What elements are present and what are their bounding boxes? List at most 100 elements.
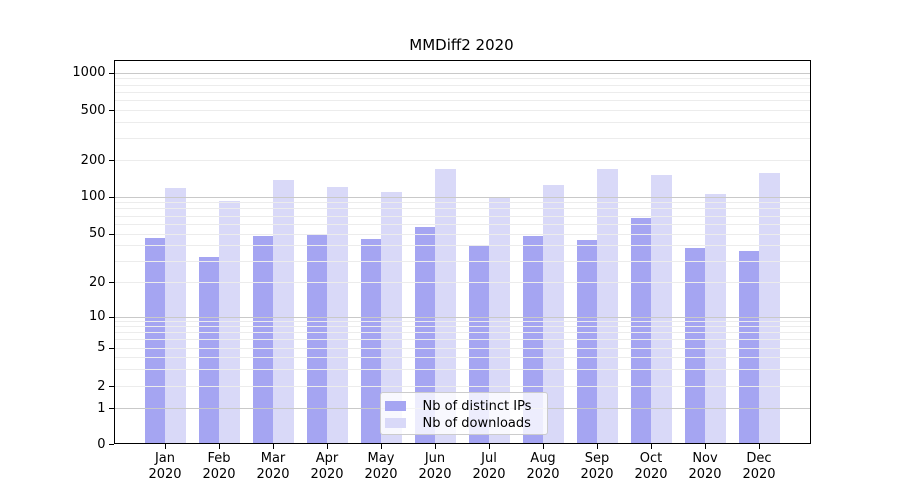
- y-tick-label-1000: 1000: [72, 65, 106, 80]
- x-tick-label-nov: Nov 2020: [688, 451, 722, 482]
- minor-gridline-90: [114, 202, 810, 204]
- minor-gridline-2: [114, 386, 810, 387]
- x-tick-label-jun: Jun 2020: [418, 451, 452, 482]
- bottom-spine: [113, 443, 811, 444]
- x-tick-mark-sep: [597, 444, 598, 449]
- y-tick-label-500: 500: [80, 102, 106, 118]
- top-spine: [113, 60, 811, 61]
- minor-gridline-5: [114, 347, 810, 349]
- bar-oct-downloads: [651, 175, 672, 443]
- bar-apr-distinct-ips: [306, 234, 327, 443]
- legend: Nb of distinct IPs Nb of downloads: [379, 392, 548, 435]
- y-tick-label-10: 10: [88, 309, 106, 324]
- minor-gridline-70: [114, 215, 810, 217]
- x-tick-label-oct: Oct 2020: [634, 451, 668, 482]
- x-tick-label-mar: Mar 2020: [256, 451, 290, 482]
- y-tick-mark-1: [108, 408, 114, 409]
- minor-gridline-50: [114, 233, 810, 235]
- bar-jan-distinct-ips: [144, 237, 165, 443]
- y-tick-label-5: 5: [97, 340, 106, 355]
- y-tick-mark-100: [108, 196, 114, 198]
- legend-swatch-downloads: [384, 418, 406, 428]
- y-tick-label-0: 0: [97, 436, 106, 452]
- x-tick-mark-aug: [543, 444, 544, 449]
- x-tick-mark-dec: [759, 444, 760, 449]
- y-tick-label-100: 100: [80, 189, 106, 204]
- x-tick-mark-jan: [165, 444, 166, 449]
- major-gridline-1000: [114, 72, 810, 74]
- y-tick-mark-500: [108, 110, 114, 111]
- bar-may-distinct-ips: [360, 239, 381, 443]
- legend-label-distinct-ips: Nb of distinct IPs: [422, 398, 532, 414]
- minor-gridline-300: [114, 137, 810, 139]
- x-tick-label-may: May 2020: [364, 451, 398, 482]
- bar-aug-distinct-ips: [522, 235, 543, 443]
- major-gridline-100: [114, 196, 810, 198]
- y-tick-label-2: 2: [97, 378, 106, 394]
- x-tick-label-jan: Jan 2020: [148, 451, 182, 482]
- minor-gridline-900: [114, 78, 810, 80]
- minor-gridline-60: [114, 223, 810, 225]
- bar-oct-distinct-ips: [630, 217, 651, 443]
- x-tick-mark-may: [381, 444, 382, 449]
- bar-dec-downloads: [759, 173, 780, 443]
- bar-apr-downloads: [327, 186, 348, 443]
- x-tick-mark-oct: [651, 444, 652, 449]
- minor-gridline-7: [114, 332, 810, 334]
- minor-gridline-700: [114, 91, 810, 93]
- legend-swatch-distinct-ips: [384, 401, 406, 411]
- x-tick-label-dec: Dec 2020: [742, 451, 776, 482]
- legend-row-distinct-ips: Nb of distinct IPs: [384, 398, 547, 414]
- minor-gridline-80: [114, 208, 810, 210]
- y-tick-mark-50: [108, 233, 114, 235]
- minor-gridline-3: [114, 368, 810, 370]
- major-gridline-10: [114, 316, 810, 318]
- y-tick-label-50: 50: [88, 226, 106, 241]
- bar-sep-distinct-ips: [576, 240, 597, 443]
- y-tick-mark-10: [108, 316, 114, 318]
- x-tick-mark-apr: [327, 444, 328, 449]
- bar-may-downloads: [381, 192, 402, 443]
- y-tick-label-20: 20: [88, 274, 106, 290]
- bar-nov-distinct-ips: [684, 248, 705, 443]
- minor-gridline-4: [114, 356, 810, 358]
- bar-aug-downloads: [543, 184, 564, 443]
- chart-title: MMDiff2 2020: [409, 36, 514, 54]
- bar-mar-downloads: [273, 179, 294, 443]
- x-tick-label-jul: Jul 2020: [472, 451, 506, 482]
- bar-feb-distinct-ips: [198, 257, 219, 443]
- minor-gridline-400: [114, 122, 810, 124]
- right-spine: [809, 60, 811, 444]
- minor-gridline-6: [114, 339, 810, 341]
- bar-jul-downloads: [489, 198, 510, 443]
- minor-gridline-40: [114, 245, 810, 247]
- minor-gridline-200: [114, 160, 810, 161]
- y-tick-mark-2: [108, 386, 114, 387]
- x-tick-mark-jun: [435, 444, 436, 449]
- minor-gridline-800: [114, 84, 810, 86]
- y-tick-label-200: 200: [80, 152, 106, 168]
- bar-nov-downloads: [705, 193, 726, 443]
- minor-gridline-600: [114, 100, 810, 102]
- x-tick-mark-jul: [489, 444, 490, 449]
- minor-gridline-9: [114, 321, 810, 323]
- y-tick-mark-5: [108, 347, 114, 349]
- bar-jun-distinct-ips: [414, 227, 435, 443]
- left-spine: [113, 60, 115, 444]
- plot-area: Nb of distinct IPs Nb of downloads: [113, 60, 811, 444]
- bar-jun-downloads: [435, 168, 456, 443]
- legend-label-downloads: Nb of downloads: [422, 415, 531, 431]
- bar-jan-downloads: [165, 188, 186, 443]
- minor-gridline-8: [114, 326, 810, 328]
- legend-row-downloads: Nb of downloads: [384, 415, 547, 431]
- y-tick-mark-0: [108, 444, 114, 445]
- x-tick-label-apr: Apr 2020: [310, 451, 344, 482]
- x-tick-mark-nov: [705, 444, 706, 449]
- y-tick-label-1: 1: [97, 400, 106, 416]
- minor-gridline-30: [114, 260, 810, 262]
- y-tick-mark-1000: [108, 72, 114, 74]
- minor-gridline-20: [114, 282, 810, 283]
- x-tick-mark-mar: [273, 444, 274, 449]
- x-tick-label-feb: Feb 2020: [202, 451, 236, 482]
